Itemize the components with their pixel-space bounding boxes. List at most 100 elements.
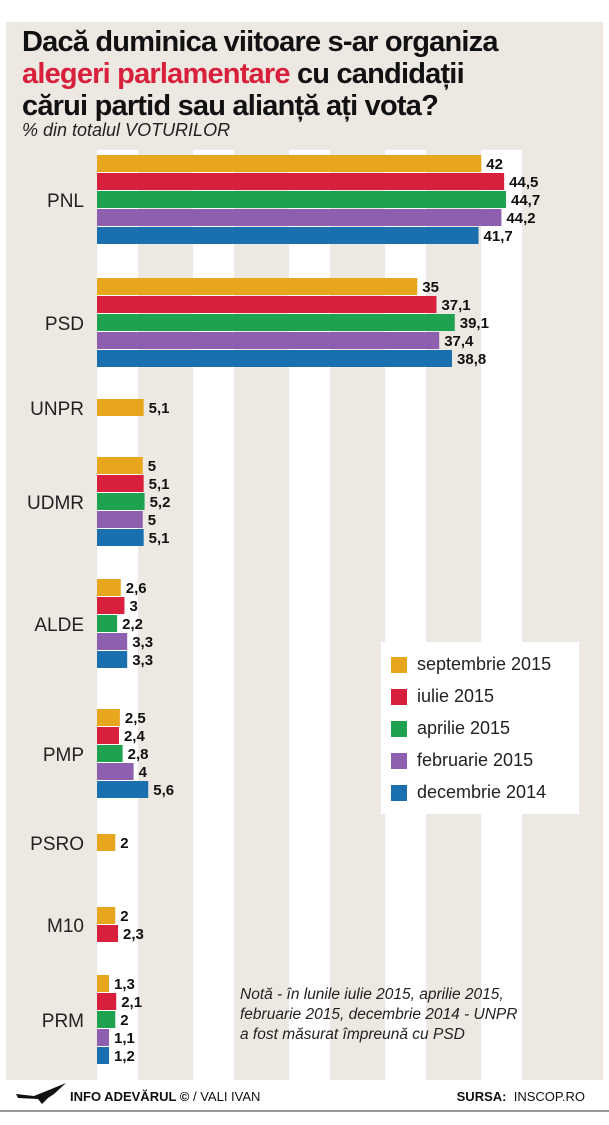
legend-label: februarie 2015 — [417, 750, 534, 770]
bar — [97, 709, 120, 726]
data-label: 1,1 — [114, 1030, 135, 1047]
category-label: PNL — [47, 191, 84, 212]
legend: septembrie 2015 iulie 2015 aprilie 2015 feb… — [381, 642, 579, 814]
bar — [97, 1011, 116, 1028]
title-highlight: alegeri parlamentare — [22, 58, 291, 90]
data-label: 44,2 — [506, 210, 535, 227]
note-line: Notă - în lunile iulie 2015, aprilie 201… — [240, 986, 504, 1003]
note: Notă - în lunile iulie 2015, aprilie 201… — [240, 985, 580, 1045]
source-label: SURSA: — [456, 1089, 507, 1104]
bar — [97, 745, 123, 762]
bar — [97, 227, 479, 244]
bar — [97, 173, 505, 190]
bar — [97, 763, 134, 780]
legend-item: decembrie 2014 — [391, 782, 546, 803]
legend-label: iulie 2015 — [417, 686, 495, 706]
brand-label: INFO ADEVĂRUL © — [70, 1089, 190, 1104]
data-label: 41,7 — [484, 228, 513, 245]
data-label: 2 — [120, 1012, 128, 1029]
bar — [97, 209, 502, 226]
data-label: 2,4 — [124, 728, 146, 745]
title-line-1: Dacă duminica viitoare s-ar organiza — [22, 26, 498, 58]
bar — [97, 925, 119, 942]
data-label: 2,3 — [123, 926, 144, 943]
bar — [97, 332, 440, 349]
legend-label: septembrie 2015 — [417, 654, 552, 674]
data-label: 5,6 — [153, 782, 174, 799]
title-line-3: cărui partid sau alianță ați vota? — [22, 90, 439, 122]
bar — [97, 314, 455, 331]
note-line: a fost măsurat împreună cu PSD — [240, 1026, 465, 1043]
category-label: ALDE — [34, 615, 84, 636]
category-label: PMP — [43, 745, 84, 766]
category-label: UNPR — [30, 399, 84, 420]
data-label: 3,3 — [132, 652, 153, 669]
data-label: 39,1 — [460, 315, 489, 332]
data-label: 3 — [129, 598, 137, 615]
data-label: 2 — [120, 908, 128, 925]
legend-item: februarie 2015 — [391, 750, 533, 771]
bar — [97, 1047, 109, 1064]
bar — [97, 457, 143, 474]
data-label: 2,1 — [121, 994, 142, 1011]
bar — [97, 1029, 109, 1046]
category-label: M10 — [47, 916, 84, 937]
data-label: 42 — [486, 156, 503, 173]
data-label: 5,2 — [150, 494, 171, 511]
data-label: 38,8 — [457, 351, 486, 368]
chart-subtitle: % din totalul VOTURILOR — [22, 120, 231, 140]
category-label: PSD — [45, 314, 84, 335]
bar — [97, 834, 116, 851]
data-label: 5,1 — [149, 400, 170, 417]
data-label: 5,1 — [149, 530, 170, 547]
bar — [97, 278, 418, 295]
bar — [97, 597, 125, 614]
bar — [97, 907, 116, 924]
legend-swatch — [391, 752, 407, 769]
chart-title: Dacă duminica viitoare s-ar organiza aleg… — [22, 26, 498, 122]
data-label: 4 — [139, 764, 148, 781]
legend-swatch — [391, 656, 407, 673]
data-label: 2,2 — [122, 616, 143, 633]
bar — [97, 350, 453, 367]
bar — [97, 191, 507, 208]
data-label: 2,8 — [128, 746, 149, 763]
bar — [97, 493, 145, 510]
legend-swatch — [391, 688, 407, 705]
data-label: 5,1 — [149, 476, 170, 493]
bar — [97, 296, 437, 313]
category-label: PSRO — [30, 834, 84, 855]
footer: INFO ADEVĂRUL © / VALI IVAN SURSA: INSCO… — [0, 1080, 609, 1112]
bar — [97, 511, 143, 528]
data-label: 2,5 — [125, 710, 146, 727]
data-label: 2,6 — [126, 580, 147, 597]
legend-item: iulie 2015 — [391, 686, 494, 707]
data-label: 2 — [120, 835, 128, 852]
grid-stripe — [481, 150, 522, 1080]
bar — [97, 399, 144, 416]
bar — [97, 651, 128, 668]
author-label: / VALI IVAN — [193, 1089, 261, 1104]
bar-plot: PNL4244,544,744,241,7PSD3537,139,137,438… — [27, 155, 540, 1065]
bar — [97, 529, 144, 546]
bar — [97, 475, 144, 492]
data-label: 37,4 — [444, 333, 474, 350]
data-label: 35 — [422, 279, 439, 296]
legend-item: aprilie 2015 — [391, 718, 510, 739]
bar — [97, 615, 118, 632]
data-label: 1,3 — [114, 976, 135, 993]
data-label: 5 — [148, 458, 156, 475]
bar — [97, 579, 121, 596]
legend-item: septembrie 2015 — [391, 654, 551, 675]
category-label: UDMR — [27, 493, 84, 514]
data-label: 5 — [148, 512, 156, 529]
data-label: 44,5 — [509, 174, 538, 191]
data-label: 1,2 — [114, 1048, 135, 1065]
bar — [97, 633, 128, 650]
title-line-2: cu candidații — [296, 58, 465, 90]
bar — [97, 993, 117, 1010]
source-value: INSCOP.RO — [513, 1089, 585, 1104]
note-line: februarie 2015, decembrie 2014 - UNPR — [240, 1006, 518, 1023]
bar — [97, 155, 482, 172]
bar — [97, 727, 119, 744]
